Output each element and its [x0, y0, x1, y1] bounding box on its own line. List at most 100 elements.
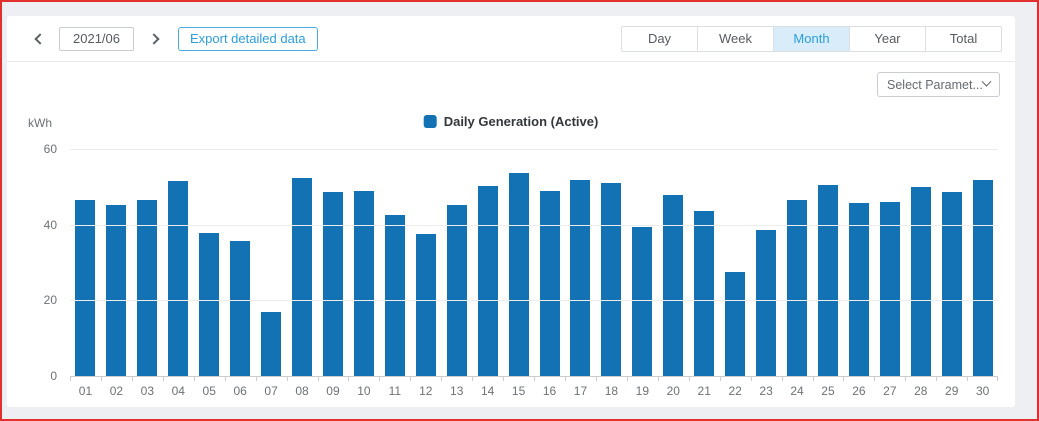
bar-day-14[interactable]	[477, 186, 498, 376]
select-parameter-value: Select Paramet...	[887, 77, 983, 92]
x-axis-labels: 01 02 03 04 05 06 07 08 09 10 11 12 13 14 15 16 17 18 19 20…	[70, 376, 998, 398]
bar-slot	[565, 149, 596, 376]
y-axis-tick-label: 0	[50, 369, 57, 383]
select-parameter-dropdown[interactable]: Select Paramet...	[877, 72, 1000, 97]
bar-slot	[70, 149, 101, 376]
bar-day-29[interactable]	[941, 191, 962, 376]
y-axis-unit-label: kWh	[28, 116, 52, 130]
bar-slot	[534, 149, 565, 376]
bar-slot	[720, 149, 751, 376]
bar-day-07[interactable]	[261, 312, 282, 376]
bar-slot	[627, 149, 658, 376]
x-axis-tick-label: 16	[534, 376, 565, 398]
bar-day-17[interactable]	[570, 179, 591, 376]
bar-day-26[interactable]	[848, 203, 869, 376]
y-axis-tick-label: 60	[43, 142, 57, 156]
bar-slot	[751, 149, 782, 376]
x-axis-tick-label: 07	[255, 376, 287, 398]
bar-day-21[interactable]	[694, 211, 715, 376]
bar-day-22[interactable]	[725, 271, 746, 376]
bar-slot	[132, 149, 163, 376]
next-period-button[interactable]	[146, 30, 164, 48]
period-tabs: Day Week Month Year Total	[621, 25, 1002, 52]
x-axis-tick-label: 09	[317, 376, 349, 398]
bars-container	[70, 149, 998, 376]
bar-chart-plot-area: 01 02 03 04 05 06 07 08 09 10 11 12 13 14 15 16 17 18 19 20…	[44, 142, 998, 398]
bar-slot	[472, 149, 503, 376]
bar-day-28[interactable]	[910, 187, 931, 376]
chevron-down-icon	[981, 76, 992, 87]
x-axis-tick-label: 29	[936, 376, 967, 398]
x-axis-tick-label: 21	[688, 376, 720, 398]
export-detailed-data-button[interactable]: Export detailed data	[178, 26, 318, 51]
x-axis-tick-label: 25	[812, 376, 844, 398]
previous-period-button[interactable]	[29, 30, 47, 48]
bar-day-19[interactable]	[632, 226, 653, 376]
x-axis-tick-label: 05	[193, 376, 225, 398]
bar-slot	[410, 149, 441, 376]
x-axis-tick-label: 02	[100, 376, 132, 398]
bar-day-27[interactable]	[879, 202, 900, 376]
bar-slot	[287, 149, 318, 376]
bar-day-01[interactable]	[75, 200, 96, 376]
x-axis-tick-label: 23	[750, 376, 782, 398]
x-axis-tick-label: 03	[131, 376, 163, 398]
bar-slot	[503, 149, 534, 376]
bar-slot	[101, 149, 132, 376]
bar-day-03[interactable]	[137, 200, 158, 376]
tab-week[interactable]: Week	[697, 25, 774, 52]
bar-day-25[interactable]	[817, 184, 838, 376]
x-axis-tick-label: 15	[503, 376, 534, 398]
x-axis-tick-label: 20	[657, 376, 689, 398]
bar-day-08[interactable]	[292, 178, 313, 376]
date-input[interactable]	[59, 26, 134, 51]
bar-day-13[interactable]	[446, 204, 467, 376]
chart-legend: Daily Generation (Active)	[423, 114, 598, 129]
bar-slot	[318, 149, 349, 376]
chart-panel: Select Paramet... kWh Daily Generation (…	[7, 62, 1015, 406]
chevron-left-icon	[33, 32, 46, 45]
tab-total[interactable]: Total	[925, 25, 1002, 52]
bar-slot	[596, 149, 627, 376]
bar-slot	[441, 149, 472, 376]
bar-slot	[813, 149, 844, 376]
x-axis-tick-label: 10	[348, 376, 379, 398]
gridline	[70, 300, 998, 302]
bar-day-11[interactable]	[384, 215, 405, 376]
bar-day-06[interactable]	[230, 240, 251, 376]
x-axis-tick-label: 11	[379, 376, 410, 398]
y-axis-tick-label: 40	[43, 217, 57, 232]
bar-day-05[interactable]	[199, 233, 220, 376]
tab-day[interactable]: Day	[621, 25, 698, 52]
x-axis-tick-label: 28	[905, 376, 936, 398]
x-axis-tick-label: 13	[441, 376, 472, 398]
bar-day-02[interactable]	[106, 205, 127, 376]
x-axis-tick-label: 30	[967, 376, 998, 398]
bar-day-10[interactable]	[353, 191, 374, 376]
bar-day-16[interactable]	[539, 191, 560, 376]
content-card: Export detailed data DayWeekMonthYearTot…	[7, 16, 1015, 407]
bar-day-30[interactable]	[972, 180, 993, 376]
tab-year[interactable]: Year	[849, 25, 926, 52]
tab-month[interactable]: Month	[773, 25, 850, 52]
bar-day-12[interactable]	[415, 233, 436, 376]
legend-swatch	[423, 115, 437, 128]
x-axis-tick-label: 04	[162, 376, 194, 398]
y-axis-tick-label: 20	[43, 293, 57, 308]
bar-day-09[interactable]	[322, 191, 343, 376]
bar-day-18[interactable]	[601, 182, 622, 376]
chevron-right-icon	[147, 32, 160, 45]
x-axis-tick-label: 22	[719, 376, 751, 398]
bar-day-23[interactable]	[756, 229, 777, 376]
bar-slot	[843, 149, 874, 376]
bar-day-04[interactable]	[168, 180, 189, 376]
toolbar: Export detailed data DayWeekMonthYearTot…	[7, 16, 1015, 62]
bar-day-15[interactable]	[508, 172, 529, 376]
bar-slot	[658, 149, 689, 376]
bar-slot	[348, 149, 379, 376]
bar-day-24[interactable]	[787, 200, 808, 376]
x-axis-tick-label: 08	[286, 376, 318, 398]
x-axis-tick-label: 18	[595, 376, 627, 398]
bar-day-20[interactable]	[663, 195, 684, 376]
bar-slot	[936, 149, 967, 376]
